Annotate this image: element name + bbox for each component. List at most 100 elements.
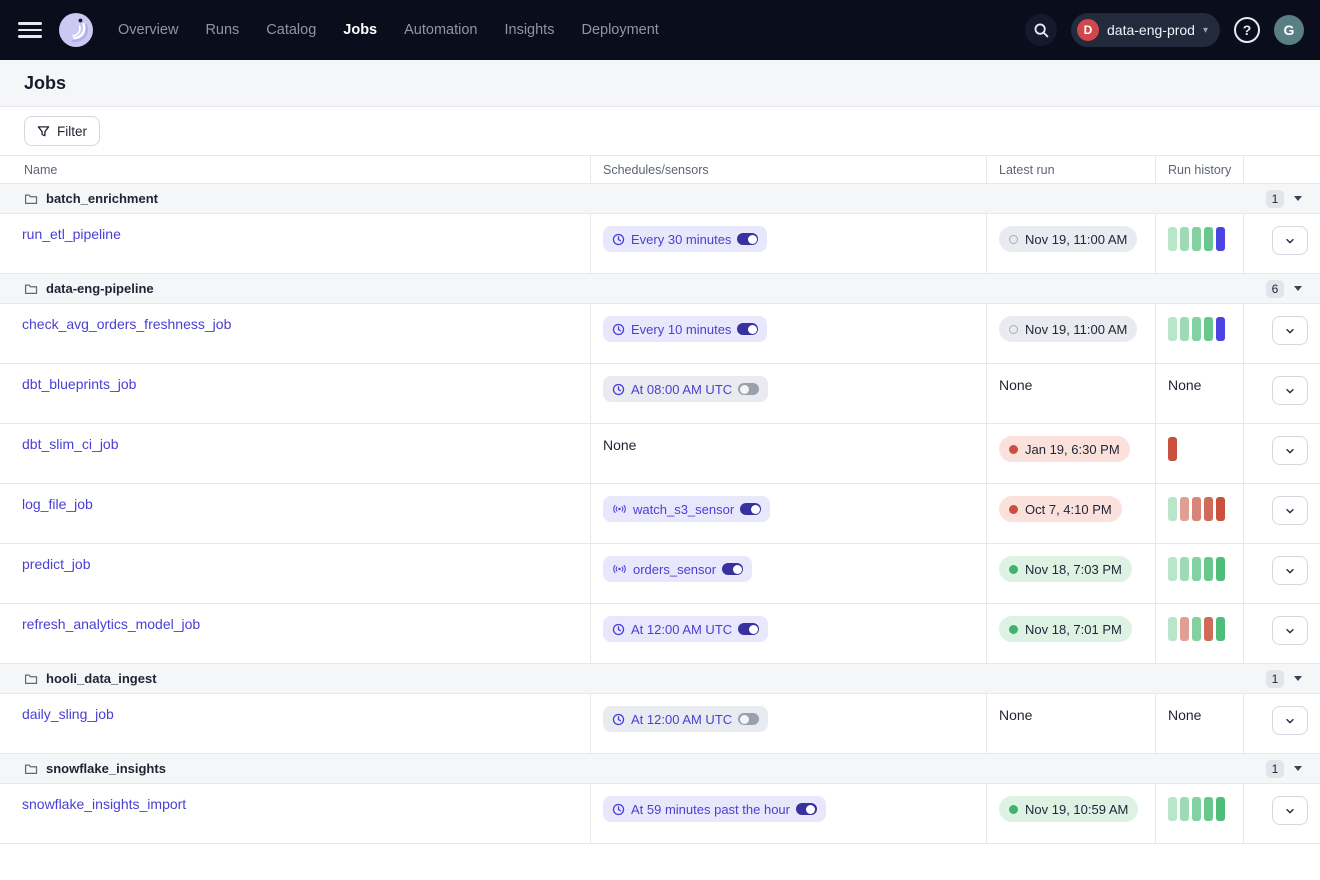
run-history-bar[interactable] xyxy=(1204,797,1213,821)
nav-item-catalog[interactable]: Catalog xyxy=(266,22,316,38)
run-history-bar[interactable] xyxy=(1216,617,1225,641)
run-history-bar[interactable] xyxy=(1192,797,1201,821)
row-expand-button[interactable] xyxy=(1272,436,1308,465)
run-history-bar[interactable] xyxy=(1180,797,1189,821)
schedule-chip[interactable]: At 59 minutes past the hour xyxy=(603,796,826,822)
job-link[interactable]: refresh_analytics_model_job xyxy=(22,616,200,632)
run-history-bar[interactable] xyxy=(1192,317,1201,341)
schedule-toggle[interactable] xyxy=(738,623,759,635)
run-history-bar[interactable] xyxy=(1204,317,1213,341)
nav-item-automation[interactable]: Automation xyxy=(404,22,477,38)
schedule-chip[interactable]: At 12:00 AM UTC xyxy=(603,616,768,642)
run-history-bar[interactable] xyxy=(1192,557,1201,581)
row-expand-button[interactable] xyxy=(1272,496,1308,525)
nav-item-runs[interactable]: Runs xyxy=(205,22,239,38)
row-expand-button[interactable] xyxy=(1272,376,1308,405)
deployment-switcher[interactable]: D data-eng-prod ▾ xyxy=(1071,13,1220,47)
run-history-bar[interactable] xyxy=(1216,557,1225,581)
schedule-toggle[interactable] xyxy=(722,563,743,575)
run-history-bar[interactable] xyxy=(1192,227,1201,251)
run-history-bar[interactable] xyxy=(1204,227,1213,251)
schedule-toggle[interactable] xyxy=(737,233,758,245)
run-history-bar[interactable] xyxy=(1192,617,1201,641)
run-history-bar[interactable] xyxy=(1180,497,1189,521)
run-history-bar[interactable] xyxy=(1168,617,1177,641)
schedule-label: At 12:00 AM UTC xyxy=(631,712,732,727)
filter-button[interactable]: Filter xyxy=(24,116,100,146)
nav-item-insights[interactable]: Insights xyxy=(504,22,554,38)
job-link[interactable]: predict_job xyxy=(22,556,91,572)
job-link[interactable]: snowflake_insights_import xyxy=(22,796,186,812)
run-history-bar[interactable] xyxy=(1180,557,1189,581)
job-link[interactable]: dbt_slim_ci_job xyxy=(22,436,119,452)
latest-run-pill[interactable]: Nov 18, 7:01 PM xyxy=(999,616,1132,642)
schedule-chip[interactable]: Every 30 minutes xyxy=(603,226,767,252)
chevron-down-icon[interactable] xyxy=(1294,286,1302,291)
job-link[interactable]: run_etl_pipeline xyxy=(22,226,121,242)
row-expand-button[interactable] xyxy=(1272,706,1308,735)
row-expand-button[interactable] xyxy=(1272,616,1308,645)
run-history-bar[interactable] xyxy=(1180,317,1189,341)
job-group-row[interactable]: data-eng-pipeline6 xyxy=(0,274,1320,304)
job-link[interactable]: daily_sling_job xyxy=(22,706,114,722)
schedule-chip[interactable]: At 08:00 AM UTC xyxy=(603,376,768,402)
job-link[interactable]: log_file_job xyxy=(22,496,93,512)
latest-run-pill[interactable]: Nov 19, 11:00 AM xyxy=(999,316,1137,342)
run-history-bar[interactable] xyxy=(1216,317,1225,341)
schedule-toggle[interactable] xyxy=(796,803,817,815)
nav-item-overview[interactable]: Overview xyxy=(118,22,178,38)
dagster-logo-icon[interactable] xyxy=(58,12,94,48)
schedules-cell: None xyxy=(590,424,986,483)
schedule-toggle[interactable] xyxy=(738,713,759,725)
latest-run-pill[interactable]: Nov 18, 7:03 PM xyxy=(999,556,1132,582)
row-expand-button[interactable] xyxy=(1272,226,1308,255)
latest-run-pill[interactable]: Nov 19, 11:00 AM xyxy=(999,226,1137,252)
help-icon[interactable]: ? xyxy=(1234,17,1260,43)
avatar[interactable]: G xyxy=(1274,15,1304,45)
run-history-bar[interactable] xyxy=(1168,227,1177,251)
schedule-chip[interactable]: At 12:00 AM UTC xyxy=(603,706,768,732)
schedule-chip[interactable]: orders_sensor xyxy=(603,556,752,582)
run-history-bar[interactable] xyxy=(1168,437,1177,461)
job-group-row[interactable]: snowflake_insights1 xyxy=(0,754,1320,784)
job-group-row[interactable]: hooli_data_ingest1 xyxy=(0,664,1320,694)
schedule-toggle[interactable] xyxy=(737,323,758,335)
schedule-toggle[interactable] xyxy=(738,383,759,395)
chevron-down-icon[interactable] xyxy=(1294,766,1302,771)
nav-item-jobs[interactable]: Jobs xyxy=(343,22,377,38)
run-history-bar[interactable] xyxy=(1216,797,1225,821)
run-history-bars xyxy=(1168,227,1225,251)
run-history-bar[interactable] xyxy=(1168,557,1177,581)
run-history-bar[interactable] xyxy=(1204,557,1213,581)
run-history-bar[interactable] xyxy=(1180,617,1189,641)
run-history-bar[interactable] xyxy=(1204,617,1213,641)
nav-item-deployment[interactable]: Deployment xyxy=(581,22,658,38)
search-icon[interactable] xyxy=(1025,14,1057,46)
run-history-bar[interactable] xyxy=(1216,227,1225,251)
latest-run-pill[interactable]: Jan 19, 6:30 PM xyxy=(999,436,1130,462)
latest-run-pill[interactable]: Nov 19, 10:59 AM xyxy=(999,796,1138,822)
folder-icon xyxy=(24,672,38,686)
latest-run-pill[interactable]: Oct 7, 4:10 PM xyxy=(999,496,1122,522)
chevron-down-icon xyxy=(1284,325,1296,337)
run-history-bar[interactable] xyxy=(1180,227,1189,251)
job-group-row[interactable]: batch_enrichment1 xyxy=(0,184,1320,214)
job-link[interactable]: check_avg_orders_freshness_job xyxy=(22,316,231,332)
run-history-bar[interactable] xyxy=(1168,317,1177,341)
run-history-bar[interactable] xyxy=(1168,497,1177,521)
schedule-toggle[interactable] xyxy=(740,503,761,515)
row-expand-button[interactable] xyxy=(1272,796,1308,825)
row-expand-button[interactable] xyxy=(1272,556,1308,585)
latest-run-cell: Jan 19, 6:30 PM xyxy=(986,424,1155,483)
schedule-chip[interactable]: watch_s3_sensor xyxy=(603,496,770,522)
chevron-down-icon[interactable] xyxy=(1294,196,1302,201)
run-history-bar[interactable] xyxy=(1216,497,1225,521)
run-history-bar[interactable] xyxy=(1192,497,1201,521)
run-history-bar[interactable] xyxy=(1204,497,1213,521)
run-history-bar[interactable] xyxy=(1168,797,1177,821)
row-expand-button[interactable] xyxy=(1272,316,1308,345)
job-link[interactable]: dbt_blueprints_job xyxy=(22,376,136,392)
schedule-chip[interactable]: Every 10 minutes xyxy=(603,316,767,342)
chevron-down-icon[interactable] xyxy=(1294,676,1302,681)
menu-icon[interactable] xyxy=(18,18,42,42)
